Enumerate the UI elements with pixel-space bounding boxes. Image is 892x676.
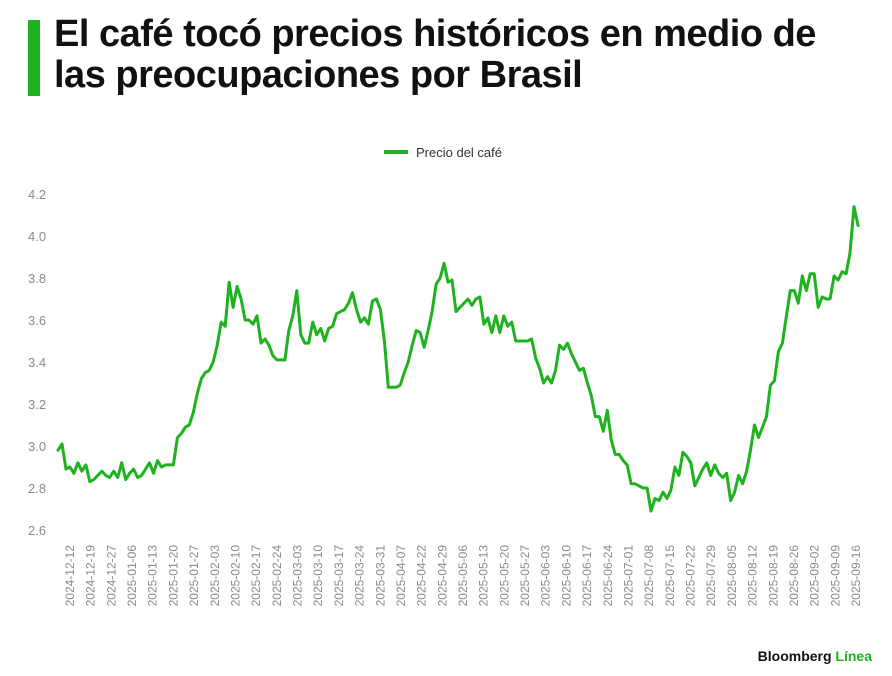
- x-tick-label: 2025-01-27: [187, 545, 201, 607]
- x-tick-label: 2024-12-19: [84, 545, 98, 607]
- x-tick-label: 2025-01-06: [125, 545, 139, 607]
- legend: Precio del café: [384, 142, 502, 162]
- x-tick-label: 2025-07-01: [622, 545, 636, 607]
- x-tick-label: 2025-06-17: [580, 545, 594, 607]
- x-tick-label: 2025-07-15: [663, 545, 677, 607]
- x-tick-label: 2025-02-10: [229, 545, 243, 607]
- y-tick-label: 3.2: [28, 397, 46, 412]
- x-tick-label: 2025-06-24: [601, 545, 615, 607]
- y-axis: 2.6 2.8 3.0 3.2 3.4 3.6 3.8 4.0 4.2: [28, 187, 46, 538]
- x-tick-label: 2025-08-05: [725, 545, 739, 607]
- x-tick-label: 2025-05-20: [497, 545, 511, 607]
- x-tick-label: 2025-06-10: [559, 545, 573, 607]
- series-line-precio-del-cafe: [56, 205, 860, 513]
- x-tick-label: 2025-07-08: [642, 545, 656, 607]
- x-tick-label: 2025-07-22: [684, 545, 698, 607]
- y-tick-label: 3.4: [28, 355, 46, 370]
- x-tick-label: 2025-03-10: [311, 545, 325, 607]
- y-tick-label: 2.6: [28, 523, 46, 538]
- x-tick-label: 2024-12-27: [104, 545, 118, 607]
- x-tick-label: 2025-08-19: [766, 545, 780, 607]
- x-tick-label: 2025-02-03: [208, 545, 222, 607]
- chart-title: El café tocó precios históricos en medio…: [54, 13, 816, 96]
- x-tick-label: 2025-08-12: [746, 545, 760, 607]
- brand-accent: Línea: [835, 648, 872, 664]
- x-tick-label: 2025-03-31: [373, 545, 387, 607]
- x-tick-label: 2025-07-29: [704, 545, 718, 607]
- x-tick-label: 2025-05-27: [518, 545, 532, 607]
- y-tick-label: 3.8: [28, 271, 46, 286]
- x-tick-label: 2025-04-29: [435, 545, 449, 607]
- x-axis: 2024-12-12 2024-12-19 2024-12-27 2025-01-06…: [63, 545, 863, 607]
- x-tick-label: 2025-03-17: [332, 545, 346, 607]
- y-tick-label: 4.2: [28, 187, 46, 202]
- x-tick-label: 2025-03-03: [291, 545, 305, 607]
- brand-logo: Bloomberg Línea: [758, 648, 872, 664]
- brand-name: Bloomberg: [757, 648, 832, 664]
- y-tick-label: 4.0: [28, 229, 46, 244]
- x-tick-label: 2024-12-12: [63, 545, 77, 607]
- x-tick-label: 2025-01-13: [146, 545, 160, 607]
- x-tick-label: 2025-04-07: [394, 545, 408, 607]
- x-tick-label: 2025-09-02: [808, 545, 822, 607]
- title-accent-bar: [28, 20, 40, 96]
- x-tick-label: 2025-05-13: [477, 545, 491, 607]
- x-tick-label: 2025-01-20: [166, 545, 180, 607]
- y-tick-label: 2.8: [28, 481, 46, 496]
- x-tick-label: 2025-02-24: [270, 545, 284, 607]
- x-tick-label: 2025-06-03: [539, 545, 553, 607]
- x-tick-label: 2025-04-22: [415, 545, 429, 607]
- legend-label: Precio del café: [416, 144, 502, 160]
- x-tick-label: 2025-03-24: [353, 545, 367, 607]
- x-tick-label: 2025-08-26: [787, 545, 801, 607]
- x-tick-label: 2025-09-16: [849, 545, 863, 607]
- x-tick-label: 2025-05-06: [456, 545, 470, 607]
- x-tick-label: 2025-09-09: [828, 545, 842, 607]
- y-tick-label: 3.0: [28, 439, 46, 454]
- x-tick-label: 2025-02-17: [249, 545, 263, 607]
- legend-swatch: [384, 150, 408, 154]
- y-tick-label: 3.6: [28, 313, 46, 328]
